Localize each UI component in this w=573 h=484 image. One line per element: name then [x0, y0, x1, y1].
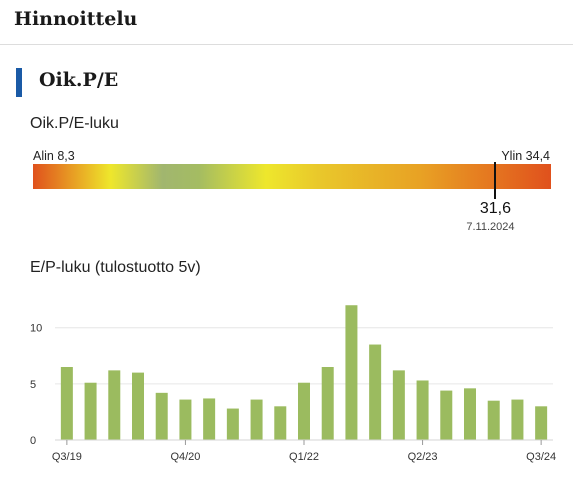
y-tick-label: 0	[30, 435, 36, 447]
section-accent-bar	[16, 68, 22, 97]
bar	[108, 370, 121, 440]
x-tick-label: Q3/19	[52, 451, 82, 463]
bar	[321, 367, 334, 440]
bar	[369, 344, 382, 440]
pe-range-max-label: Ylin 34,4	[501, 149, 550, 163]
bar	[203, 398, 216, 440]
bar	[298, 382, 310, 440]
pe-range-min-label: Alin 8,3	[33, 149, 75, 163]
bar	[535, 406, 548, 440]
x-tick-label: Q4/20	[170, 451, 200, 463]
bar	[345, 305, 358, 440]
bar	[487, 400, 500, 440]
pe-range-gradient-bar	[33, 164, 551, 189]
bar	[226, 408, 239, 440]
bar	[60, 367, 73, 440]
bar	[84, 382, 97, 440]
x-tick-label: Q1/22	[289, 451, 319, 463]
bar	[416, 380, 429, 440]
bar	[440, 390, 453, 440]
bar	[250, 399, 263, 440]
x-tick-label: Q3/24	[526, 451, 556, 463]
y-tick-label: 5	[30, 379, 36, 391]
pe-current-value: 31,6	[479, 200, 511, 217]
page-title: Hinnoittelu	[14, 8, 138, 30]
bar	[132, 372, 144, 440]
pe-current-marker	[494, 162, 497, 199]
pe-current-date: 7.11.2024	[466, 221, 515, 233]
section-title: Oik.P/E	[39, 69, 119, 91]
ep-bar-chart: 0 5 10 Q3/19 Q4/20 Q1/22 Q2/23 Q3/24	[30, 305, 556, 463]
ep-chart-label: E/P-luku (tulostuotto 5v)	[30, 259, 201, 276]
bar	[464, 388, 476, 440]
bar	[155, 392, 168, 440]
bar	[511, 399, 524, 440]
bar	[392, 370, 405, 440]
header-divider	[0, 44, 573, 45]
x-tick-label: Q2/23	[408, 451, 438, 463]
bar	[274, 406, 287, 440]
bar	[179, 399, 192, 440]
y-tick-label: 10	[30, 323, 42, 335]
pe-range-label: Oik.P/E-luku	[30, 115, 119, 132]
